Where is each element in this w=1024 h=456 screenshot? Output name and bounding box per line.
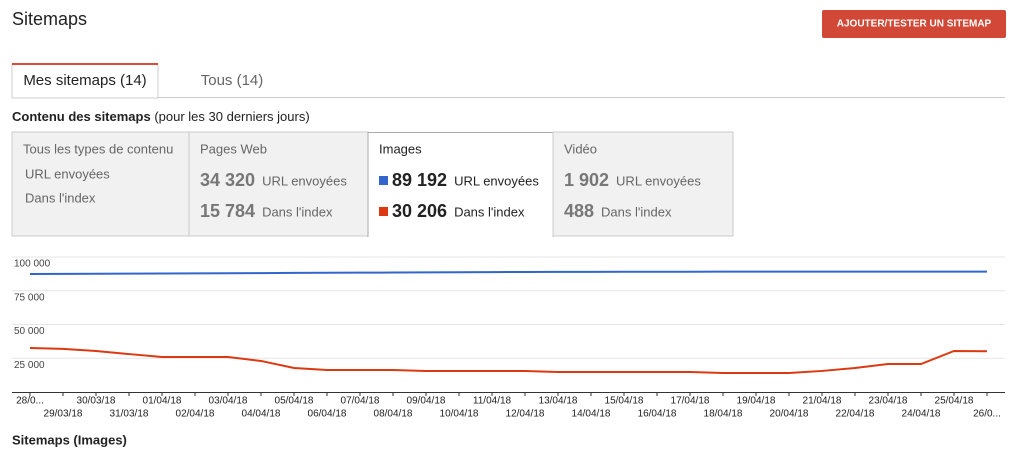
x-tick-label: 11/04/18	[473, 396, 512, 407]
x-tick-label: 28/0...	[16, 396, 44, 407]
x-tick-label: 10/04/18	[440, 409, 479, 420]
series-line	[29, 270, 988, 276]
active-tab[interactable]	[11, 63, 159, 99]
summary-title: Contenu des sitemaps	[12, 109, 151, 124]
content-box[interactable]	[188, 131, 369, 237]
stat-label: URL envoyées	[454, 173, 539, 188]
x-tick-label: 21/04/18	[803, 396, 842, 407]
y-tick-label: 25 000	[14, 360, 45, 371]
box-title: Images	[379, 141, 422, 156]
stat-label: Dans l'index	[601, 204, 672, 219]
x-tick-label: 20/04/18	[770, 409, 809, 420]
x-tick-label: 24/04/18	[902, 409, 941, 420]
x-tick-label: 12/04/18	[506, 409, 545, 420]
stat-label: Dans l'index	[262, 204, 333, 219]
x-tick-label: 18/04/18	[704, 409, 743, 420]
x-tick-label: 31/03/18	[110, 409, 149, 420]
x-tick-label: 01/04/18	[143, 396, 182, 407]
series-swatch	[379, 207, 388, 216]
x-tick-label: 03/04/18	[209, 396, 248, 407]
x-tick-label: 04/04/18	[242, 409, 281, 420]
x-tick-label: 22/04/18	[836, 409, 875, 420]
x-tick-label: 23/04/18	[869, 396, 908, 407]
stat-value: 30 206	[392, 201, 447, 221]
x-tick-label: 29/03/18	[44, 409, 83, 420]
section-title: Sitemaps (Images)	[12, 432, 127, 447]
stat-value: 34 320	[200, 170, 255, 190]
stat-label: URL envoyées	[616, 173, 701, 188]
box-title: Vidéo	[564, 141, 597, 156]
y-tick-label: 50 000	[14, 326, 45, 337]
x-tick-label: 09/04/18	[407, 396, 446, 407]
series-line	[29, 346, 988, 374]
box-title: Tous les types de contenu	[23, 141, 173, 156]
active-tab-marker	[12, 63, 158, 65]
content-box[interactable]	[11, 131, 190, 237]
x-tick-label: 26/0...	[973, 409, 1001, 420]
tab-label[interactable]: Mes sitemaps (14)	[23, 72, 146, 89]
x-tick-label: 30/03/18	[77, 396, 116, 407]
stat-value: 488	[564, 201, 594, 221]
button-label[interactable]: AJOUTER/TESTER UN SITEMAP	[837, 19, 992, 30]
stat-value: 89 192	[392, 170, 447, 190]
x-tick-label: 13/04/18	[539, 396, 578, 407]
x-tick-label: 19/04/18	[737, 396, 776, 407]
x-tick-label: 05/04/18	[275, 396, 314, 407]
x-tick-label: 14/04/18	[572, 409, 611, 420]
x-tick-label: 16/04/18	[638, 409, 677, 420]
stat-label: Dans l'index	[25, 190, 96, 205]
stat-label: URL envoyées	[262, 173, 347, 188]
x-tick-label: 06/04/18	[308, 409, 347, 420]
page-title: Sitemaps	[12, 9, 87, 29]
x-tick-label: 25/04/18	[935, 396, 974, 407]
summary-subtitle: (pour les 30 derniers jours)	[154, 109, 309, 124]
tab-label[interactable]: Tous (14)	[201, 72, 264, 89]
x-tick-label: 08/04/18	[374, 409, 413, 420]
summary-heading: Contenu des sitemaps (pour les 30 dernie…	[12, 109, 310, 124]
stat-value: 15 784	[200, 201, 255, 221]
stat-value: 1 902	[564, 170, 609, 190]
x-tick-label: 02/04/18	[176, 409, 215, 420]
add-sitemap-button[interactable]	[822, 10, 1006, 38]
x-tick-label: 15/04/18	[605, 396, 644, 407]
series-swatch	[379, 176, 388, 185]
content-box[interactable]	[552, 131, 734, 237]
y-tick-label: 100 000	[14, 259, 51, 270]
box-title: Pages Web	[200, 141, 267, 156]
x-tick-label: 17/04/18	[671, 396, 710, 407]
stat-label: Dans l'index	[454, 204, 525, 219]
y-tick-label: 75 000	[14, 292, 45, 303]
stat-label: URL envoyées	[25, 166, 110, 181]
x-tick-label: 07/04/18	[341, 396, 380, 407]
